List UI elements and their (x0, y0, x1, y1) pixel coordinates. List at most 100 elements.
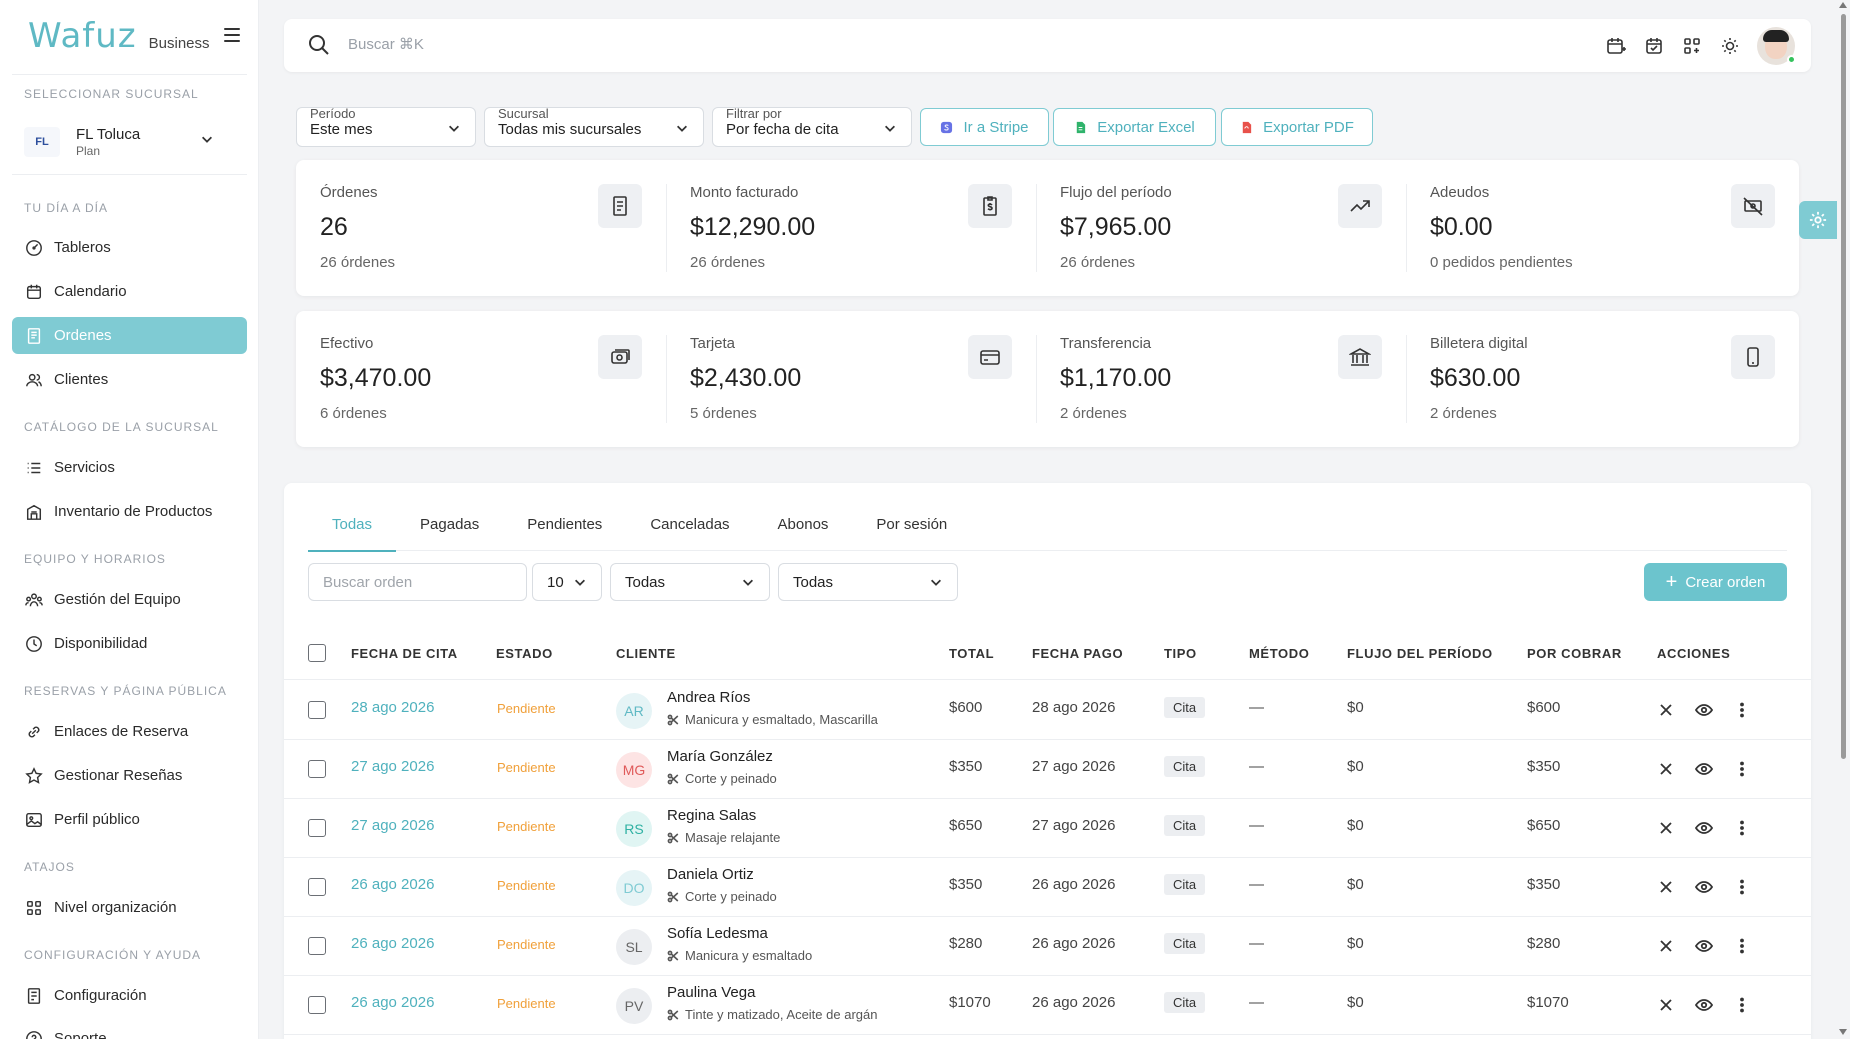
sidebar-item-clientes[interactable]: Clientes (12, 361, 247, 398)
appointment-date-link[interactable]: 28 ago 2026 (351, 699, 435, 716)
row-checkbox[interactable] (308, 701, 326, 719)
view-eye-icon[interactable] (1689, 990, 1719, 1020)
table-row[interactable]: 26 ago 2026 Pendiente PV Paulina Vega Tinte … (284, 976, 1811, 1035)
calendar-add-icon[interactable] (1597, 27, 1635, 65)
more-options-icon[interactable] (1727, 695, 1757, 725)
more-options-icon[interactable] (1727, 872, 1757, 902)
user-avatar[interactable] (1757, 27, 1796, 65)
sidebar-item-equipo[interactable]: Gestión del Equipo (12, 581, 247, 618)
table-row[interactable]: 28 ago 2026 Pendiente AR Andrea Ríos Manicur… (284, 681, 1811, 740)
branch-selector[interactable]: FL FL Toluca Plan (24, 122, 224, 162)
search-icon[interactable] (308, 34, 330, 60)
tab-abonos[interactable]: Abonos (777, 516, 829, 533)
column-header[interactable]: ESTADO (496, 646, 553, 661)
tab-pagadas[interactable]: Pagadas (420, 516, 480, 533)
sidebar-item-disponibilidad[interactable]: Disponibilidad (12, 625, 247, 662)
sidebar-item-resenas[interactable]: Gestionar Reseñas (12, 757, 247, 794)
tab-canceladas[interactable]: Canceladas (650, 516, 730, 533)
brand[interactable]: Wafuz Business (28, 18, 210, 54)
more-options-icon[interactable] (1727, 754, 1757, 784)
chevron-down-icon[interactable] (200, 132, 214, 150)
table-row[interactable]: 26 ago 2026 Pendiente DO Daniela Ortiz Corte… (284, 858, 1811, 917)
status-filter-select[interactable]: Todas (610, 563, 770, 601)
cancel-icon[interactable] (1651, 872, 1681, 902)
column-header[interactable]: FLUJO DEL PERÍODO (1347, 646, 1493, 661)
column-header[interactable]: CLIENTE (616, 646, 676, 661)
more-options-icon[interactable] (1727, 813, 1757, 843)
column-header[interactable]: FECHA DE CITA (351, 646, 458, 661)
cancel-icon[interactable] (1651, 931, 1681, 961)
more-options-icon[interactable] (1727, 931, 1757, 961)
sidebar-item-calendario[interactable]: Calendario (12, 273, 247, 310)
scroll-thumb[interactable] (1841, 14, 1846, 759)
column-header[interactable]: POR COBRAR (1527, 646, 1622, 661)
sidebar-item-ordenes[interactable]: Ordenes (12, 317, 247, 354)
sidebar-item-servicios[interactable]: Servicios (12, 449, 247, 486)
sidebar-item-perfil[interactable]: Perfil público (12, 801, 247, 838)
stat-value: 26 (320, 213, 348, 241)
row-checkbox[interactable] (308, 760, 326, 778)
brand-logo[interactable]: Wafuz (28, 16, 137, 56)
sidebar-item-soporte[interactable]: Soporte (12, 1020, 247, 1039)
view-eye-icon[interactable] (1689, 872, 1719, 902)
menu-toggle-icon[interactable] (224, 28, 240, 42)
calendar-check-icon[interactable] (1635, 27, 1673, 65)
sidebar-item-configuracion[interactable]: Configuración (12, 977, 247, 1014)
cancel-icon[interactable] (1651, 754, 1681, 784)
appointment-date-link[interactable]: 27 ago 2026 (351, 758, 435, 775)
view-eye-icon[interactable] (1689, 695, 1719, 725)
sun-icon[interactable] (1711, 27, 1749, 65)
chevron-down-icon (883, 121, 897, 139)
table-row[interactable]: 26 ago 2026 Pendiente SL Sofía Ledesma Manic… (284, 917, 1811, 976)
view-eye-icon[interactable] (1689, 931, 1719, 961)
type-badge: Cita (1164, 697, 1206, 718)
order-search-input[interactable]: Buscar orden (308, 563, 527, 601)
column-header[interactable]: MÉTODO (1249, 646, 1310, 661)
cancel-icon[interactable] (1651, 813, 1681, 843)
export-excel-button[interactable]: Exportar Excel (1053, 108, 1216, 146)
row-checkbox[interactable] (308, 819, 326, 837)
sidebar-item-nivel[interactable]: Nivel organización (12, 889, 247, 926)
filtrar-por-select[interactable]: Filtrar por Por fecha de cita (712, 106, 912, 147)
more-options-icon[interactable] (1727, 990, 1757, 1020)
stripe-button[interactable]: Ir a Stripe (920, 108, 1049, 146)
row-checkbox[interactable] (308, 996, 326, 1014)
appointment-date-link[interactable]: 26 ago 2026 (351, 994, 435, 1011)
tab-pendientes[interactable]: Pendientes (527, 516, 603, 533)
table-row[interactable]: 27 ago 2026 Pendiente MG María González Cort… (284, 740, 1811, 799)
periodo-select[interactable]: Período Este mes (296, 106, 476, 147)
gauge-icon (24, 238, 44, 258)
view-eye-icon[interactable] (1689, 754, 1719, 784)
appointment-date-link[interactable]: 27 ago 2026 (351, 817, 435, 834)
column-header[interactable]: FECHA PAGO (1032, 646, 1124, 661)
sidebar-item-enlaces[interactable]: Enlaces de Reserva (12, 713, 247, 750)
tab-por-sesion[interactable]: Por sesión (876, 516, 948, 533)
apps-grid-icon[interactable] (1673, 27, 1711, 65)
global-search-input[interactable]: Buscar ⌘K (348, 36, 424, 53)
create-order-button[interactable]: + Crear orden (1644, 563, 1787, 601)
view-eye-icon[interactable] (1689, 813, 1719, 843)
settings-gear-icon[interactable] (1799, 201, 1837, 239)
scroll-down-icon[interactable] (1839, 1029, 1847, 1035)
page-scrollbar[interactable] (1836, 0, 1850, 1039)
sidebar-item-tableros[interactable]: Tableros (12, 229, 247, 266)
tab-todas[interactable]: Todas (308, 515, 397, 552)
row-checkbox[interactable] (308, 937, 326, 955)
column-header[interactable]: TIPO (1164, 646, 1197, 661)
appointment-date-link[interactable]: 26 ago 2026 (351, 935, 435, 952)
table-row[interactable]: 27 ago 2026 Pendiente RS Regina Salas Masaje… (284, 799, 1811, 858)
export-pdf-button[interactable]: Exportar PDF (1221, 108, 1373, 146)
cancel-icon[interactable] (1651, 990, 1681, 1020)
stat-sub: 26 órdenes (690, 254, 766, 271)
page-size-select[interactable]: 10 (532, 563, 602, 601)
type-filter-select[interactable]: Todas (778, 563, 958, 601)
cancel-icon[interactable] (1651, 695, 1681, 725)
appointment-date-link[interactable]: 26 ago 2026 (351, 876, 435, 893)
filtrar-por-value: Por fecha de cita (726, 121, 839, 138)
scroll-up-icon[interactable] (1839, 2, 1847, 8)
row-checkbox[interactable] (308, 878, 326, 896)
sidebar-item-inventario[interactable]: Inventario de Productos (12, 493, 247, 530)
sucursal-select[interactable]: Sucursal Todas mis sucursales (484, 106, 704, 147)
select-all-checkbox[interactable] (308, 644, 326, 662)
column-header[interactable]: TOTAL (949, 646, 995, 661)
